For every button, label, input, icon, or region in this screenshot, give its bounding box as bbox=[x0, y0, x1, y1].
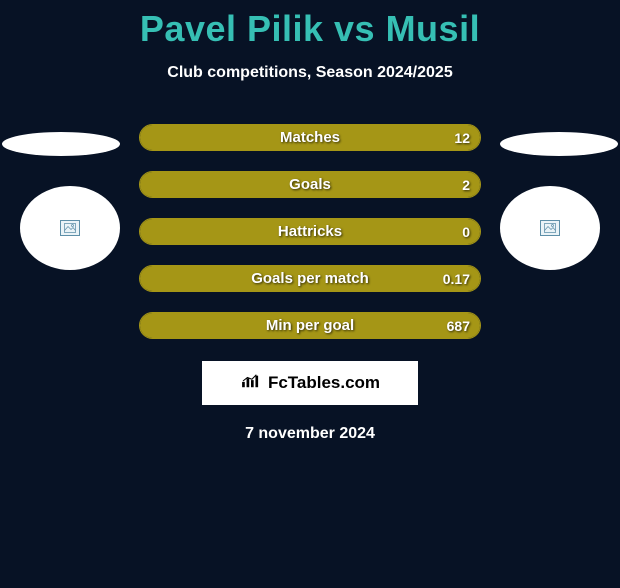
player-left-ellipse bbox=[2, 132, 120, 156]
stat-label: Min per goal bbox=[266, 317, 354, 334]
player-right-avatar bbox=[500, 186, 600, 270]
brand-name: FcTables.com bbox=[268, 373, 380, 393]
stat-value-right: 0.17 bbox=[443, 271, 470, 287]
page-title: Pavel Pilik vs Musil bbox=[0, 8, 620, 50]
player-right-ellipse bbox=[500, 132, 618, 156]
stat-value-right: 687 bbox=[447, 318, 470, 334]
stat-row-goals-per-match: Goals per match 0.17 bbox=[139, 265, 481, 292]
page-subtitle: Club competitions, Season 2024/2025 bbox=[0, 64, 620, 82]
stat-label: Goals per match bbox=[251, 270, 369, 287]
stat-value-right: 2 bbox=[462, 177, 470, 193]
stat-value-right: 0 bbox=[462, 224, 470, 240]
stat-row-matches: Matches 12 bbox=[139, 124, 481, 151]
stat-label: Hattricks bbox=[278, 223, 342, 240]
brand-link[interactable]: FcTables.com bbox=[202, 361, 418, 405]
player-left-avatar bbox=[20, 186, 120, 270]
bar-chart-icon bbox=[240, 373, 262, 394]
footer-date: 7 november 2024 bbox=[0, 425, 620, 443]
stat-row-min-per-goal: Min per goal 687 bbox=[139, 312, 481, 339]
stat-label: Goals bbox=[289, 176, 331, 193]
stat-row-goals: Goals 2 bbox=[139, 171, 481, 198]
stat-row-hattricks: Hattricks 0 bbox=[139, 218, 481, 245]
stat-value-right: 12 bbox=[454, 130, 470, 146]
image-placeholder-icon bbox=[540, 220, 560, 236]
stat-label: Matches bbox=[280, 129, 340, 146]
image-placeholder-icon bbox=[60, 220, 80, 236]
